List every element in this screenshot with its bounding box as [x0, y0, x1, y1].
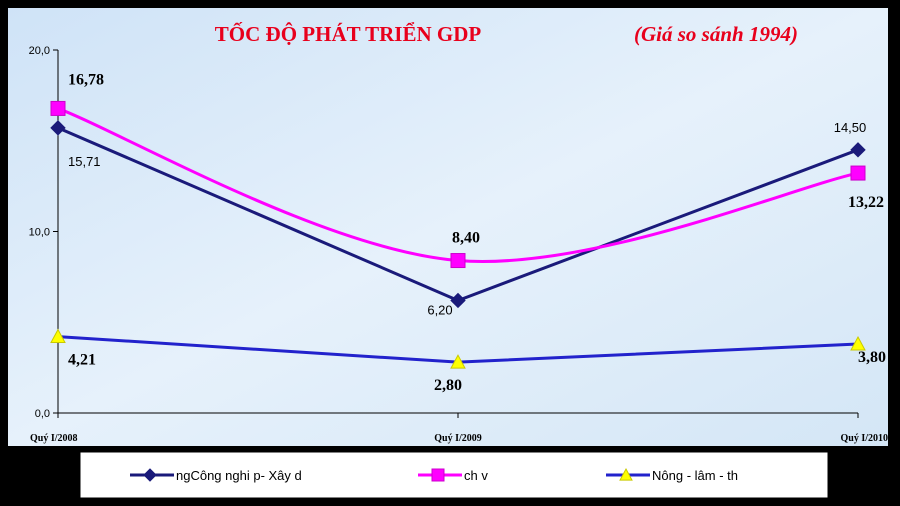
data-point-diamond — [50, 120, 66, 136]
y-tick-label: 10,0 — [29, 227, 50, 239]
x-tick-label: Quý I/2009 — [434, 433, 482, 444]
data-label: 3,80 — [858, 349, 886, 366]
data-point-square — [50, 100, 66, 116]
data-point-triangle — [619, 467, 633, 481]
data-label: 15,71 — [68, 154, 101, 169]
data-label: 2,80 — [434, 377, 462, 394]
data-label: 14,50 — [834, 120, 867, 135]
legend-label: Nông - lâm - th — [652, 468, 738, 483]
data-label: 13,22 — [848, 194, 884, 211]
data-label: 16,78 — [68, 71, 104, 88]
series-layer: 15,71 6,20 14,50 16,78 8,40 13,22 4,21 2,80 3,80 — [50, 71, 886, 394]
legend-label: ngCông nghi p- Xây d — [176, 468, 302, 483]
data-point-triangle — [850, 335, 866, 351]
data-point-diamond — [450, 292, 466, 309]
data-label: 6,20 — [427, 302, 452, 317]
y-tick-label: 20,0 — [29, 45, 50, 57]
chart-background — [8, 8, 888, 446]
data-point-diamond — [850, 142, 866, 158]
legend: ngCông nghi p- Xây d ch v Nông - lâm - th — [130, 467, 738, 483]
data-point-square — [450, 253, 466, 269]
legend-label: ch v — [464, 468, 488, 483]
chart-subtitle: (Giá so sánh 1994) — [634, 22, 798, 46]
data-point-diamond — [143, 468, 157, 482]
x-tick-label: Quý I/2010 — [840, 433, 888, 444]
data-point-square — [431, 468, 445, 482]
chart-title: TỐC ĐỘ PHÁT TRIỂN GDP — [215, 22, 482, 46]
data-point-triangle — [450, 354, 466, 369]
data-point-triangle — [50, 328, 66, 344]
data-label: 4,21 — [68, 352, 96, 369]
y-tick-label: 0,0 — [35, 408, 50, 420]
data-point-square — [850, 165, 866, 181]
data-label: 8,40 — [452, 230, 480, 247]
x-tick-label: Quý I/2008 — [30, 433, 78, 444]
